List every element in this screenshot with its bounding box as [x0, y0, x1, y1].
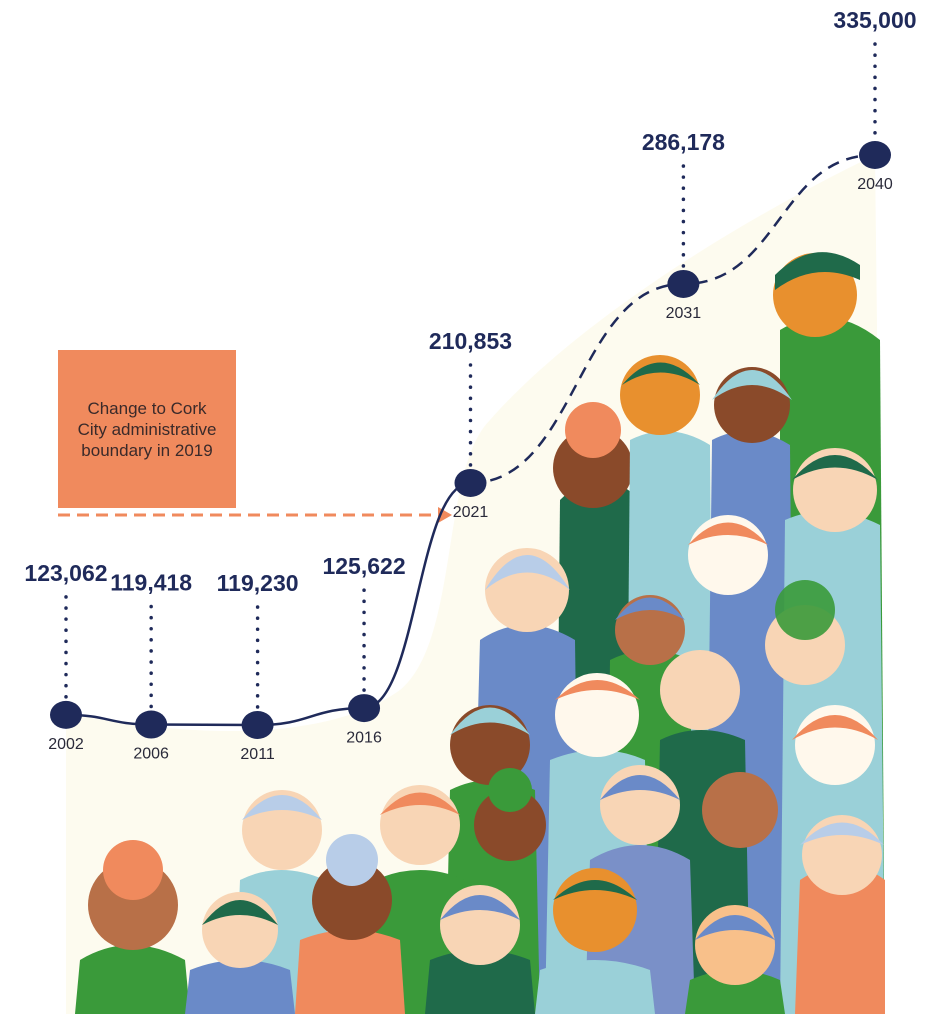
value-label: 286,178 — [642, 129, 725, 155]
value-label: 210,853 — [429, 328, 512, 354]
value-label: 119,230 — [217, 570, 299, 596]
illustration — [66, 155, 885, 1014]
value-label: 119,418 — [110, 570, 192, 596]
point — [50, 700, 82, 729]
value-label: 125,622 — [322, 553, 405, 579]
value-label: 123,062 — [24, 560, 107, 586]
point — [135, 710, 168, 739]
value-label: 335,000 — [833, 7, 916, 33]
x-label: 2002 — [48, 736, 84, 753]
point — [241, 711, 274, 739]
x-label: 2016 — [346, 729, 382, 746]
x-label: 2011 — [240, 746, 275, 763]
point — [348, 694, 381, 723]
point — [667, 269, 700, 298]
point — [859, 141, 891, 169]
annotation: Change to Cork City administrative bound… — [58, 350, 236, 508]
x-label: 2040 — [857, 176, 893, 193]
x-label: 2031 — [666, 305, 702, 322]
x-label: 2006 — [133, 746, 169, 763]
x-label: 2021 — [453, 504, 489, 521]
point — [454, 468, 487, 497]
